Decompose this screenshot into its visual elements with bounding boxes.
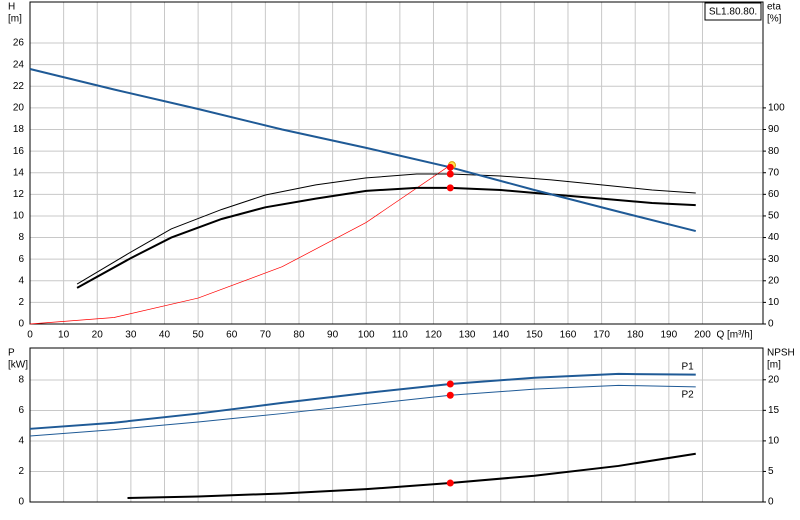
y-tick-label: 2	[18, 466, 24, 477]
y2-tick-label: 60	[768, 189, 780, 200]
operating-point	[446, 163, 454, 171]
x-tick-label: 0	[27, 330, 33, 341]
y2-tick-label: 0	[768, 319, 774, 330]
y2-axis-label: eta	[767, 2, 781, 13]
x-tick-label: 120	[425, 330, 442, 341]
x-tick-label: 200	[694, 330, 711, 341]
x-tick-label: 60	[226, 330, 238, 341]
y-tick-label: 8	[18, 375, 24, 386]
y2-tick-label: 50	[768, 211, 780, 222]
y-tick-label: 8	[18, 232, 24, 243]
x-tick-label: 150	[526, 330, 543, 341]
operating-point	[446, 184, 454, 192]
y-axis-label: [kW]	[8, 360, 28, 371]
y2-tick-label: 70	[768, 167, 780, 178]
y-tick-label: 2	[18, 297, 24, 308]
y-tick-label: 16	[13, 146, 25, 157]
x-tick-label: 70	[260, 330, 272, 341]
y2-axis-label: [m]	[767, 360, 781, 371]
x-tick-label: 50	[193, 330, 205, 341]
title-box	[704, 2, 762, 21]
y2-tick-label: 40	[768, 232, 780, 243]
y2-tick-label: 20	[768, 374, 780, 385]
y-tick-label: 26	[13, 38, 25, 49]
chart-title: SL1.80.80.	[709, 7, 757, 18]
x-tick-label: 30	[125, 330, 137, 341]
curve	[29, 68, 696, 233]
y2-tick-label: 10	[768, 297, 780, 308]
curve	[76, 173, 696, 285]
y-tick-label: 22	[13, 81, 25, 92]
y2-tick-label: 15	[768, 405, 780, 416]
y2-tick-label: 100	[768, 103, 785, 114]
operating-point	[446, 479, 454, 487]
y-tick-label: 18	[13, 124, 25, 135]
y-tick-label: 4	[18, 436, 24, 447]
y-tick-label: 0	[18, 497, 24, 508]
plot-frame	[29, 347, 764, 503]
y2-tick-label: 10	[768, 436, 780, 447]
curve-label: P1	[682, 361, 695, 372]
operating-point	[446, 380, 454, 388]
operating-point	[446, 391, 454, 399]
y2-tick-label: 5	[768, 466, 774, 477]
curve	[76, 186, 696, 289]
y2-tick-label: 30	[768, 254, 780, 265]
x-tick-label: 20	[92, 330, 104, 341]
y-axis-label: H	[8, 2, 15, 13]
x-tick-label: 90	[327, 330, 339, 341]
x-axis-label: Q [m³/h]	[716, 330, 752, 341]
curve	[29, 164, 451, 325]
y-tick-label: 0	[18, 319, 24, 330]
curve-label: P2	[682, 390, 695, 401]
y-tick-label: 6	[18, 405, 24, 416]
y2-axis-label: [%]	[767, 14, 782, 25]
y2-tick-label: 20	[768, 275, 780, 286]
x-tick-label: 80	[293, 330, 305, 341]
y-tick-label: 14	[13, 167, 25, 178]
y-tick-label: 4	[18, 275, 24, 286]
y2-tick-label: 80	[768, 146, 780, 157]
x-tick-label: 100	[358, 330, 375, 341]
y-axis-label: [m]	[8, 14, 22, 25]
curve	[29, 372, 696, 430]
curve	[127, 452, 696, 499]
y-axis-label: P	[8, 348, 15, 359]
x-tick-label: 10	[58, 330, 70, 341]
y2-tick-label: 0	[768, 497, 774, 508]
y-tick-label: 20	[13, 103, 25, 114]
y2-tick-label: 90	[768, 124, 780, 135]
y2-axis-label: NPSH	[767, 348, 795, 359]
y-tick-label: 24	[13, 59, 25, 70]
y-tick-label: 10	[13, 211, 25, 222]
y-tick-label: 12	[13, 189, 25, 200]
curve	[29, 384, 696, 437]
x-tick-label: 130	[459, 330, 476, 341]
y-tick-label: 6	[18, 254, 24, 265]
x-tick-label: 170	[593, 330, 610, 341]
x-tick-label: 160	[560, 330, 577, 341]
x-tick-label: 40	[159, 330, 171, 341]
x-tick-label: 180	[627, 330, 644, 341]
operating-point	[446, 170, 454, 178]
plot-frame	[29, 1, 764, 325]
x-tick-label: 140	[492, 330, 509, 341]
x-tick-label: 190	[661, 330, 678, 341]
x-tick-label: 110	[392, 330, 408, 341]
